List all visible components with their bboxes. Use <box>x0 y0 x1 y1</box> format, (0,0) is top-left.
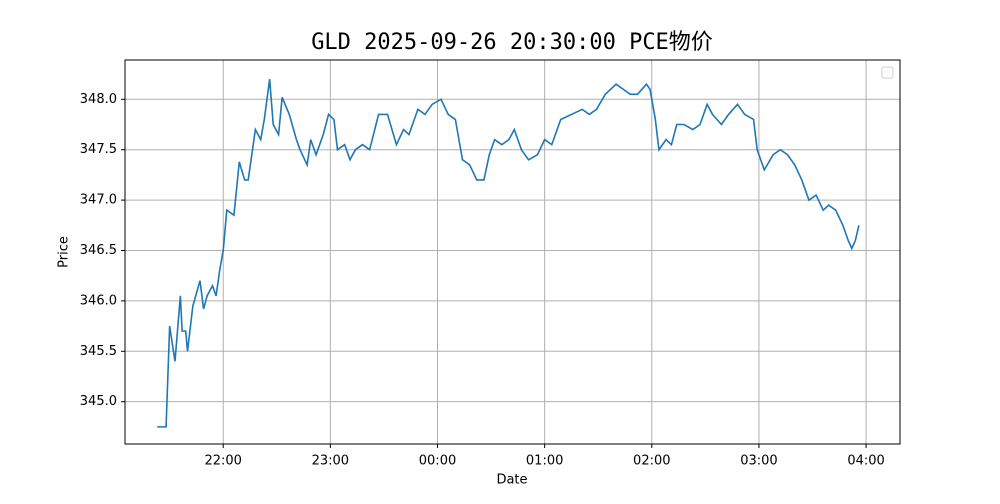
y-tick-label: 347.0 <box>80 193 117 208</box>
x-tick-label: 00:00 <box>419 454 456 469</box>
plot-frame <box>124 59 901 445</box>
x-tick-label: 23:00 <box>312 454 349 469</box>
x-tick-label: 03:00 <box>740 454 777 469</box>
price-line <box>157 79 860 428</box>
y-tick-label: 345.5 <box>80 344 117 359</box>
chart-title: GLD 2025-09-26 20:30:00 PCE物价 <box>311 30 713 55</box>
y-tick-label: 348.0 <box>80 92 117 107</box>
y-axis-label: Price <box>57 236 72 268</box>
y-tick-label: 345.0 <box>80 394 117 409</box>
y-tick-label: 346.5 <box>80 243 117 258</box>
x-axis-label: Date <box>496 473 527 488</box>
x-tick-label: 04:00 <box>847 454 884 469</box>
legend <box>881 66 894 79</box>
y-tick-label: 346.0 <box>80 293 117 308</box>
y-tick-label: 347.5 <box>80 142 117 157</box>
x-tick-label: 22:00 <box>204 454 241 469</box>
x-tick-label: 02:00 <box>633 454 670 469</box>
x-tick-label: 01:00 <box>526 454 563 469</box>
